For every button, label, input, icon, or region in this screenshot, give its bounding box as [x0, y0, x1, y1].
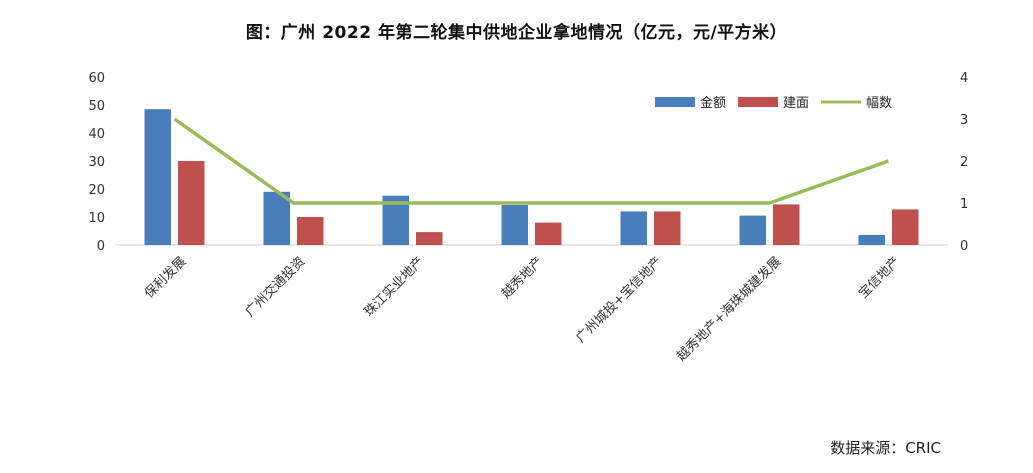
left-tick-label: 10	[88, 211, 105, 226]
bar-amount	[620, 211, 647, 245]
category-label: 越秀地产+海珠城建发展	[673, 254, 784, 365]
category-label: 越秀地产	[499, 254, 546, 301]
bar-floor-area	[535, 222, 562, 245]
left-tick-label: 50	[88, 99, 105, 114]
right-tick-label: 4	[960, 71, 968, 86]
bar-floor-area	[416, 232, 443, 245]
bar-floor-area	[773, 204, 800, 245]
category-label: 广州交通投资	[242, 254, 308, 320]
left-tick-label: 60	[88, 71, 105, 86]
legend-label: 金额	[700, 95, 726, 111]
bar-amount	[501, 204, 528, 245]
legend-label: 建面	[783, 96, 809, 111]
left-axis: 0 10 20 30 40 50 60	[88, 71, 105, 254]
category-label: 珠江实业地产	[362, 254, 428, 320]
category-label: 保利发展	[141, 254, 189, 302]
bars	[144, 109, 919, 245]
right-tick-label: 1	[960, 197, 968, 212]
data-source: 数据来源：CRIC	[830, 439, 941, 457]
category-label: 广州城投+宝信地产	[573, 254, 666, 347]
bar-floor-area	[892, 209, 919, 245]
left-tick-label: 30	[88, 155, 105, 170]
bar-amount	[739, 215, 766, 245]
bar-amount	[144, 109, 171, 245]
left-tick-label: 20	[88, 183, 105, 198]
right-tick-label: 0	[960, 239, 968, 254]
right-tick-label: 2	[960, 155, 968, 170]
left-tick-label: 0	[97, 239, 105, 254]
right-axis: 0 1 2 3 4	[960, 71, 968, 254]
bar-floor-area	[178, 161, 205, 245]
right-tick-label: 3	[960, 113, 968, 128]
legend-swatch	[738, 97, 778, 107]
lines	[173, 117, 890, 205]
bar-amount	[858, 234, 885, 245]
bar-floor-area	[654, 211, 681, 245]
line-parcel-count	[173, 117, 890, 205]
legend: 金额 建面 幅数	[655, 95, 892, 111]
chart-title: 图：广州 2022 年第二轮集中供地企业拿地情况（亿元，元/平方米）	[245, 23, 788, 43]
category-labels: 保利发展 广州交通投资 珠江实业地产 越秀地产 广州城投+宝信地产 越秀地产+海珠城建发展…	[141, 254, 903, 365]
category-label: 宝信地产	[856, 254, 903, 301]
legend-label: 幅数	[866, 96, 892, 111]
bar-amount	[263, 191, 290, 245]
bar-floor-area	[297, 217, 324, 245]
legend-swatch	[655, 97, 695, 107]
left-tick-label: 40	[88, 127, 105, 142]
